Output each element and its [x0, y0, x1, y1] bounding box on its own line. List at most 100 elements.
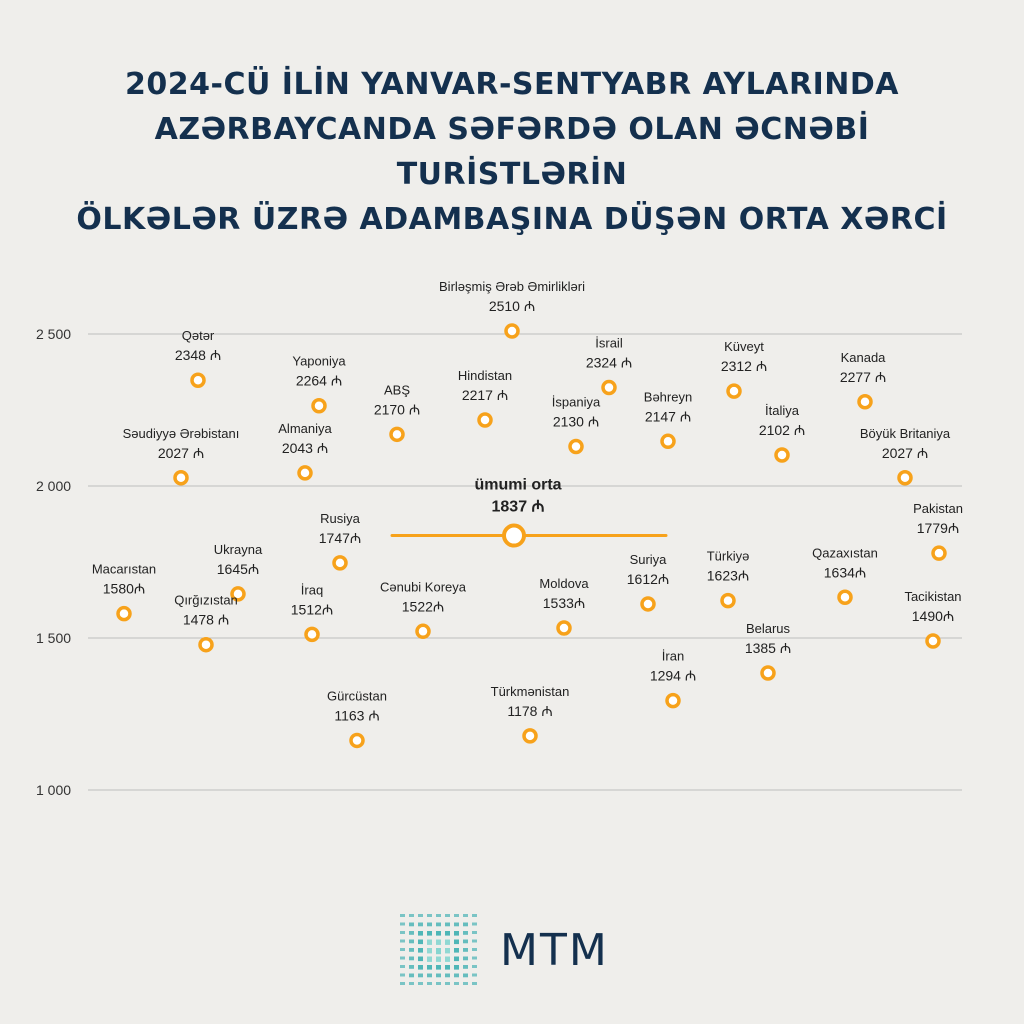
- logo-mark-tile: [409, 948, 414, 952]
- logo-mark-tile: [463, 948, 468, 952]
- point-value-label: 1478 ₼: [183, 612, 229, 628]
- y-tick-label: 1 000: [36, 782, 71, 798]
- data-point: [311, 397, 327, 414]
- logo-mark-tile: [472, 939, 477, 943]
- title-line-3: ÖLKƏLƏR ÜZRƏ ADAMBAŞINA DÜŞƏN ORTA XƏRCİ: [76, 202, 948, 237]
- logo-mark-tile: [436, 956, 441, 962]
- point-value-label: 2312 ₼: [721, 358, 767, 374]
- logo-mark-tile: [454, 931, 459, 936]
- logo-mark-tile: [400, 973, 405, 977]
- point-value-label: 1779₼: [917, 520, 960, 536]
- logo-mark-tile: [409, 939, 414, 944]
- data-point: [297, 465, 313, 481]
- point-country-label: Rusiya: [320, 511, 361, 526]
- data-point: [897, 470, 913, 486]
- y-tick-label: 2 000: [36, 478, 71, 494]
- point-country-label: Ukrayna: [214, 542, 263, 557]
- logo-mark-tile: [400, 939, 405, 943]
- data-point: [415, 623, 431, 640]
- logo-mark-tile: [445, 965, 450, 970]
- data-point: [477, 412, 493, 428]
- logo-mark-tile: [418, 931, 423, 936]
- point-value-label: 2027 ₼: [882, 445, 928, 461]
- logo-mark-tile: [463, 973, 468, 978]
- data-point: [389, 426, 405, 443]
- point-value-label: 2130 ₼: [553, 413, 599, 429]
- data-point: [304, 626, 320, 643]
- logo-mark-tile: [436, 931, 441, 936]
- data-point: [837, 589, 853, 606]
- data-point: [522, 728, 538, 744]
- logo-mark-tile: [418, 914, 423, 917]
- logo-mark-tile: [463, 922, 468, 927]
- point-country-label: Türkmənistan: [491, 684, 570, 699]
- chart-title: 2024-CÜ İLİN YANVAR-SENTYABR AYLARINDA A…: [60, 62, 964, 242]
- logo-mark-tile: [418, 965, 423, 970]
- point-value-label: 2510 ₼: [489, 298, 535, 314]
- logo-mark-tile: [400, 914, 405, 917]
- logo-mark-tile: [472, 982, 477, 985]
- logo-mark-tile: [436, 973, 441, 978]
- data-point: [173, 470, 189, 486]
- logo-mark-tile: [445, 982, 450, 985]
- point-value-label: 1612₼: [627, 571, 670, 587]
- logo-mark-tile: [427, 948, 432, 954]
- logo-mark-tile: [418, 956, 423, 962]
- point-country-label: İtaliya: [765, 403, 800, 418]
- point-country-label: Yaponiya: [292, 354, 346, 369]
- point-value-label: 2043 ₼: [282, 440, 328, 456]
- data-point: [640, 596, 656, 612]
- point-value-label: 1645₼: [217, 561, 260, 577]
- logo-mark-tile: [472, 973, 477, 977]
- logo-mark-tile: [436, 965, 441, 970]
- logo-mark-tile: [454, 982, 459, 985]
- point-value-label: 1747₼: [319, 530, 362, 546]
- logo-mark-tile: [427, 922, 432, 927]
- logo-mark-tile: [400, 965, 405, 968]
- data-point: [660, 433, 676, 450]
- logo-mark-tile: [418, 973, 423, 978]
- logo-mark-tile: [409, 982, 414, 985]
- data-point: [504, 323, 520, 339]
- logo-mark-tile: [436, 982, 441, 985]
- data-point: [332, 555, 348, 571]
- point-country-label: Almaniya: [278, 421, 332, 436]
- average-value-label: 1837 ₼: [492, 499, 545, 516]
- logo-mark-tile: [427, 973, 432, 978]
- logo-mark-tile: [445, 939, 450, 945]
- point-value-label: 2027 ₼: [158, 445, 204, 461]
- point-value-label: 2217 ₼: [462, 387, 508, 403]
- logo-mark-tile: [418, 948, 423, 953]
- point-country-label: Böyük Britaniya: [860, 426, 951, 441]
- point-value-label: 1533₼: [543, 595, 586, 611]
- point-country-label: Birləşmiş Ərəb Əmirlikləri: [439, 279, 585, 294]
- logo-mark-tile: [472, 931, 477, 934]
- point-country-label: Qazaxıstan: [812, 545, 878, 560]
- logo-mark-tile: [454, 914, 459, 917]
- point-country-label: Macarıstan: [92, 562, 156, 577]
- logo-mark-tile: [418, 939, 423, 945]
- point-value-label: 2170 ₼: [374, 401, 420, 417]
- point-value-label: 2277 ₼: [840, 369, 886, 385]
- point-value-label: 2264 ₼: [296, 373, 342, 389]
- logo-mark-tile: [454, 939, 459, 945]
- point-country-label: ABŞ: [384, 382, 410, 397]
- data-point: [925, 633, 941, 649]
- logo-mark-tile: [409, 965, 414, 969]
- data-point: [198, 636, 214, 653]
- data-point: [116, 605, 132, 622]
- data-point: [190, 372, 206, 388]
- logo-mark-tile: [436, 922, 441, 927]
- point-value-label: 1178 ₼: [507, 703, 552, 719]
- data-point: [931, 545, 947, 561]
- logo-mark-tile: [436, 914, 441, 917]
- logo-mark-tile: [400, 982, 405, 985]
- data-point: [726, 383, 742, 399]
- data-point: [720, 592, 736, 609]
- logo-mark-tile: [445, 914, 450, 917]
- data-point: [230, 586, 246, 602]
- logo-mark-tile: [418, 982, 423, 985]
- logo-mark-tile: [472, 948, 477, 951]
- point-value-label: 1385 ₼: [745, 640, 791, 656]
- point-value-label: 2102 ₼: [759, 422, 805, 438]
